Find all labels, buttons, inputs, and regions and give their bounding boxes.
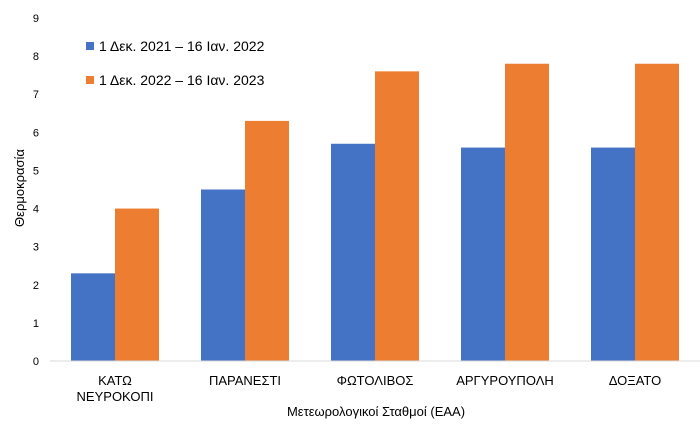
y-tick-label: 4	[33, 204, 39, 216]
bar-series2	[115, 208, 159, 361]
bar-series2	[375, 71, 419, 361]
legend: 1 Δεκ. 2021 – 16 Ιαν. 2022 1 Δεκ. 2022 – …	[86, 38, 265, 88]
bar-series2	[505, 63, 549, 361]
y-tick-label: 2	[33, 280, 39, 292]
x-category-label: ΑΡΓΥΡΟΥΠΟΛΗ	[456, 373, 554, 388]
x-category-label: ΚΑΤΩ	[98, 373, 132, 388]
bars	[71, 63, 679, 362]
y-axis-title: Θερμοκρασία	[12, 149, 27, 227]
legend-label: 1 Δεκ. 2022 – 16 Ιαν. 2023	[99, 72, 265, 88]
bar-series1	[591, 147, 635, 361]
bar-series1	[71, 273, 115, 361]
bar-series1	[331, 143, 375, 361]
y-tick-label: 7	[33, 89, 39, 101]
y-tick-label: 3	[33, 242, 39, 254]
legend-swatch	[86, 76, 94, 84]
x-category-label: ΔΟΞΑΤΟ	[609, 373, 662, 388]
y-tick-label: 8	[33, 51, 39, 63]
x-category-label: ΦΩΤΟΛΙΒΟΣ	[337, 373, 414, 388]
bar-series2	[245, 120, 289, 362]
y-tick-label: 9	[33, 13, 39, 25]
legend-swatch	[86, 42, 94, 50]
y-axis-ticks: 0 1 2 3 4 5 6 7 8 9	[33, 13, 39, 368]
x-axis-title: Μετεωρολογικοί Σταθμοί (ΕΑΑ)	[287, 404, 465, 419]
y-tick-label: 1	[33, 318, 39, 330]
bar-series2	[635, 63, 679, 361]
y-tick-label: 6	[33, 127, 39, 139]
legend-label: 1 Δεκ. 2021 – 16 Ιαν. 2022	[99, 38, 265, 54]
y-tick-label: 0	[33, 356, 39, 368]
x-category-label: ΠΑΡΑΝΕΣΤΙ	[209, 373, 281, 388]
x-category-label: ΝΕΥΡΟΚΟΠΙ	[77, 389, 154, 404]
bar-series1	[461, 147, 505, 361]
y-tick-label: 5	[33, 165, 39, 177]
bar-series1	[201, 189, 245, 361]
